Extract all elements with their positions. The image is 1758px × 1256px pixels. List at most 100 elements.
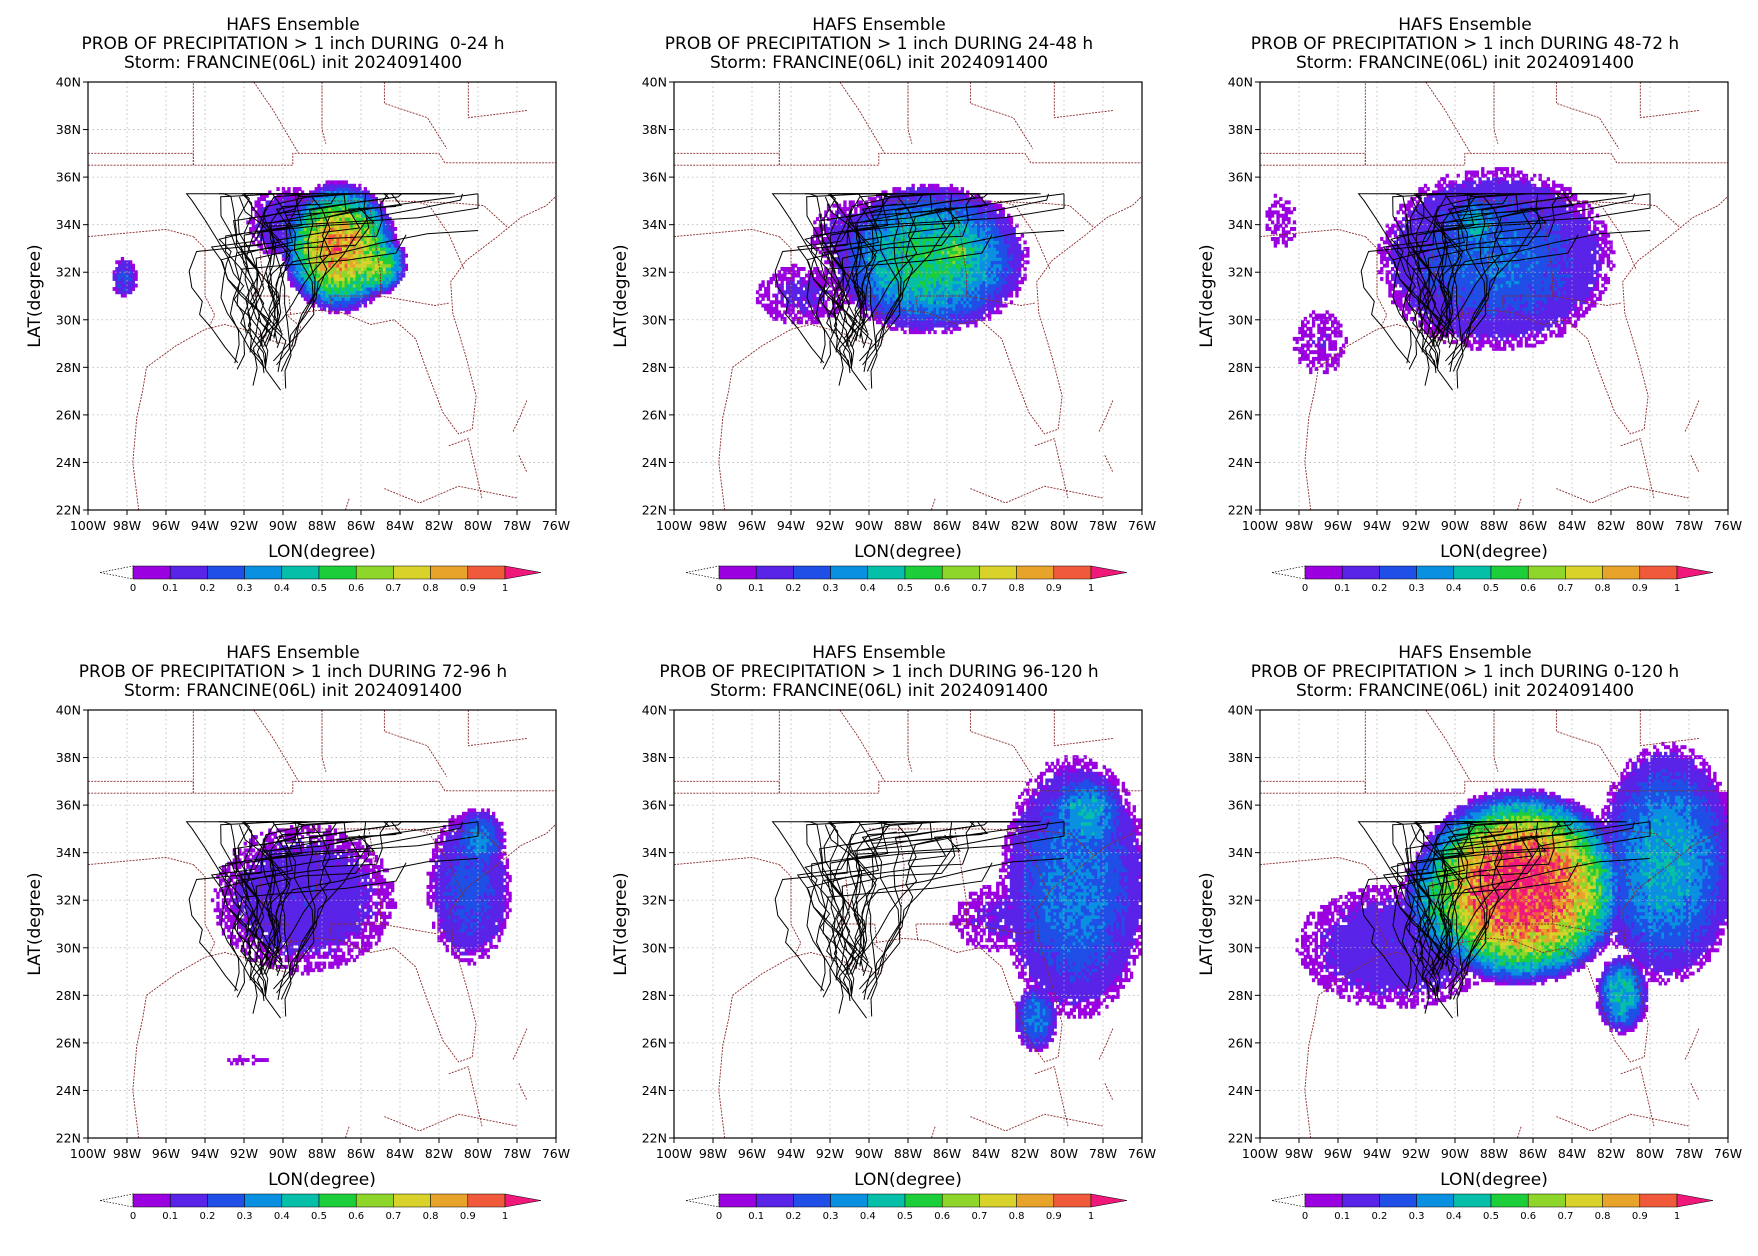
colorbar-label: 0.2 (1371, 583, 1387, 594)
gridlines (674, 710, 1142, 1138)
colorbar-label: 0.2 (785, 583, 801, 594)
x-tick-label: 86W (933, 1146, 961, 1161)
colorbar-label: 0.3 (1409, 1211, 1425, 1222)
y-tick-label: 26N (56, 407, 81, 422)
colorbar-label: 0.5 (897, 583, 913, 594)
y-tick-label: 24N (1228, 455, 1253, 470)
colorbar-label: 0 (716, 583, 722, 594)
map-panel-4: HAFS Ensemble PROB OF PRECIPITATION > 1 i… (0, 628, 586, 1256)
y-axis-label: LAT(degree) (611, 244, 631, 347)
y-tick-label: 32N (642, 265, 667, 280)
y-axis-label: LAT(degree) (1197, 244, 1217, 347)
panel-header: HAFS Ensemble (0, 16, 586, 35)
colorbar: 0 0.1 0.2 0.3 0.4 0.5 0.6 0.7 0.8 0.9 1 (99, 1193, 542, 1222)
x-tick-label: 94W (191, 518, 219, 533)
coastlines-and-borders (88, 82, 556, 510)
y-tick-label: 36N (642, 798, 667, 813)
colorbar: 0 0.1 0.2 0.3 0.4 0.5 0.6 0.7 0.8 0.9 1 (99, 565, 542, 594)
colorbar: 0 0.1 0.2 0.3 0.4 0.5 0.6 0.7 0.8 0.9 1 (685, 565, 1128, 594)
colorbar-label: 0.7 (385, 583, 401, 594)
y-tick-label: 40N (56, 75, 81, 90)
map-panel-6: HAFS Ensemble PROB OF PRECIPITATION > 1 i… (1172, 628, 1758, 1256)
x-tick-label: 84W (1558, 518, 1586, 533)
colorbar-label: 0.6 (1520, 583, 1536, 594)
x-tick-label: 86W (347, 518, 375, 533)
colorbar-label: 0 (130, 583, 136, 594)
map-plot: 100W 98W 96W 94W 92W 90W 88W 86W 84W 82W 80W 78W 76W… (611, 75, 1156, 595)
colorbar-label: 1 (1674, 583, 1680, 594)
y-tick-label: 26N (1228, 407, 1253, 422)
x-tick-label: 78W (1675, 518, 1703, 533)
coastlines-and-borders (674, 82, 1142, 510)
x-tick-label: 94W (1363, 518, 1391, 533)
x-tick-label: 86W (347, 1146, 375, 1161)
panel-header: HAFS Ensemble (586, 16, 1172, 35)
x-tick-label: 78W (503, 1146, 531, 1161)
colorbar-label: 0.8 (423, 1211, 439, 1222)
x-tick-label: 92W (1402, 1146, 1430, 1161)
x-tick-label: 100W (70, 518, 106, 533)
colorbar-label: 0 (1302, 583, 1308, 594)
x-tick-label: 76W (542, 1146, 570, 1161)
x-tick-label: 96W (1324, 518, 1352, 533)
x-tick-label: 92W (230, 518, 258, 533)
x-tick-label: 90W (855, 518, 883, 533)
y-tick-label: 30N (56, 940, 81, 955)
ensemble-tracks (1357, 193, 1651, 391)
colorbar-label: 0.5 (311, 1211, 327, 1222)
colorbar-label: 0.3 (1409, 583, 1425, 594)
x-tick-label: 96W (738, 518, 766, 533)
x-tick-label: 100W (656, 518, 692, 533)
ensemble-tracks (1357, 821, 1651, 1019)
x-tick-label: 82W (1011, 518, 1039, 533)
y-axis-label: LAT(degree) (611, 872, 631, 975)
colorbar-label: 0.2 (1371, 1211, 1387, 1222)
panel-title: PROB OF PRECIPITATION > 1 inch DURING 72… (0, 663, 586, 682)
coastlines-and-borders (1260, 710, 1728, 1138)
colorbar-label: 0.7 (385, 1211, 401, 1222)
y-tick-label: 38N (56, 750, 81, 765)
colorbar-label: 0 (130, 1211, 136, 1222)
x-tick-label: 76W (1714, 1146, 1742, 1161)
colorbar-label: 0.1 (162, 1211, 178, 1222)
colorbar-label: 0.5 (897, 1211, 913, 1222)
x-tick-label: 80W (1636, 518, 1664, 533)
panel-title: PROB OF PRECIPITATION > 1 inch DURING 0-… (0, 35, 586, 54)
x-tick-label: 100W (1242, 1146, 1278, 1161)
coastlines-and-borders (1260, 82, 1728, 510)
y-tick-label: 38N (1228, 750, 1253, 765)
colorbar-label: 0.3 (823, 1211, 839, 1222)
x-axis-label: LON(degree) (1440, 542, 1548, 562)
x-tick-label: 88W (308, 1146, 336, 1161)
y-tick-label: 22N (56, 503, 81, 518)
colorbar-label: 0.9 (1632, 583, 1648, 594)
y-tick-label: 34N (642, 217, 667, 232)
colorbar-label: 1 (1674, 1211, 1680, 1222)
x-tick-label: 92W (816, 518, 844, 533)
x-tick-label: 88W (1480, 518, 1508, 533)
y-tick-label: 36N (56, 798, 81, 813)
y-axis-label: LAT(degree) (25, 244, 45, 347)
y-tick-label: 34N (642, 845, 667, 860)
x-axis-label: LON(degree) (854, 542, 962, 562)
y-tick-label: 34N (1228, 845, 1253, 860)
colorbar-label: 0.7 (1557, 583, 1573, 594)
colorbar-label: 0.1 (748, 1211, 764, 1222)
y-tick-label: 30N (56, 312, 81, 327)
y-tick-label: 34N (1228, 217, 1253, 232)
y-tick-label: 34N (56, 217, 81, 232)
x-tick-label: 80W (1636, 1146, 1664, 1161)
y-tick-label: 36N (1228, 798, 1253, 813)
colorbar: 0 0.1 0.2 0.3 0.4 0.5 0.6 0.7 0.8 0.9 1 (685, 1193, 1128, 1222)
ensemble-tracks (771, 193, 1065, 391)
map-panel-3: HAFS Ensemble PROB OF PRECIPITATION > 1 i… (1172, 0, 1758, 628)
y-tick-label: 32N (56, 893, 81, 908)
colorbar-label: 0.2 (199, 1211, 215, 1222)
x-axis-label: LON(degree) (1440, 1170, 1548, 1190)
x-tick-label: 78W (503, 518, 531, 533)
map-plot: 100W 98W 96W 94W 92W 90W 88W 86W 84W 82W 80W 78W 76W… (1197, 703, 1742, 1223)
colorbar-label: 0.8 (423, 583, 439, 594)
colorbar-label: 0.9 (1046, 1211, 1062, 1222)
y-tick-label: 36N (1228, 170, 1253, 185)
gridlines (1260, 82, 1728, 510)
